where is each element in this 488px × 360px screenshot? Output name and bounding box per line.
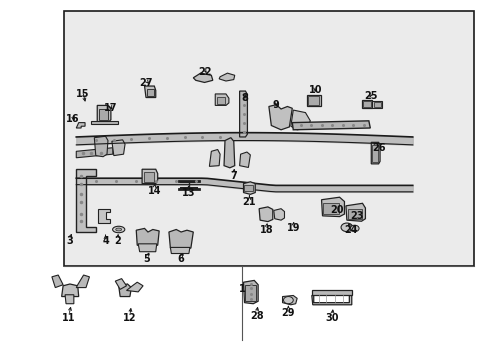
Polygon shape [311,291,351,296]
Circle shape [340,223,352,231]
Polygon shape [170,247,189,253]
Text: 11: 11 [62,313,76,323]
Polygon shape [91,121,118,125]
Polygon shape [193,73,212,82]
Polygon shape [273,209,284,220]
Polygon shape [290,110,310,130]
Polygon shape [98,209,110,223]
Text: 26: 26 [371,143,385,153]
Bar [308,96,319,105]
Polygon shape [282,296,297,305]
Polygon shape [311,296,351,305]
Polygon shape [215,94,228,105]
Text: 24: 24 [344,225,357,235]
Polygon shape [126,282,143,292]
Polygon shape [65,295,74,304]
Text: 25: 25 [364,91,377,101]
Polygon shape [345,203,365,221]
Text: 1: 1 [238,284,245,294]
Bar [245,285,256,301]
Bar [347,209,361,219]
Text: 28: 28 [249,311,263,321]
Polygon shape [142,169,158,184]
Text: 7: 7 [230,171,237,181]
Text: 20: 20 [330,206,343,216]
Polygon shape [76,169,96,232]
Polygon shape [144,86,156,98]
Polygon shape [76,148,113,158]
Text: 8: 8 [241,93,247,103]
Bar [323,203,338,214]
Polygon shape [97,105,111,123]
Polygon shape [94,136,108,157]
Polygon shape [268,105,292,130]
Text: 3: 3 [66,236,73,246]
Text: 5: 5 [143,254,150,264]
Text: 2: 2 [114,236,121,246]
Text: 4: 4 [102,236,109,246]
Polygon shape [239,91,247,137]
Bar [371,101,381,108]
Polygon shape [168,229,193,248]
Text: 30: 30 [325,313,338,323]
Polygon shape [259,207,272,222]
Polygon shape [76,123,85,128]
Text: 12: 12 [123,313,136,323]
Text: 27: 27 [139,78,152,88]
Text: 13: 13 [182,188,195,198]
Bar [147,89,154,96]
Polygon shape [115,279,126,289]
Bar [143,172,154,182]
Polygon shape [76,275,89,288]
Bar [306,95,320,106]
Polygon shape [119,284,131,297]
Polygon shape [112,140,125,156]
Text: 17: 17 [103,103,117,113]
Polygon shape [209,149,220,166]
Bar [371,145,377,162]
Polygon shape [243,182,255,194]
Bar [64,12,473,266]
Text: 22: 22 [197,67,211,77]
Bar [99,109,108,120]
Circle shape [283,297,293,304]
Polygon shape [239,152,250,167]
Polygon shape [224,138,234,168]
Text: 9: 9 [272,100,279,110]
Polygon shape [61,284,79,297]
Bar [373,102,380,107]
Ellipse shape [112,226,124,233]
Circle shape [349,225,358,231]
Text: 19: 19 [286,224,300,233]
Text: 23: 23 [349,211,363,221]
Ellipse shape [116,228,122,231]
Text: 15: 15 [76,89,89,99]
Polygon shape [243,280,258,304]
Polygon shape [321,197,344,217]
Bar [361,100,371,108]
Text: 14: 14 [147,186,161,196]
Polygon shape [138,244,157,252]
Bar [362,102,370,107]
Text: 18: 18 [259,225,273,235]
Text: 16: 16 [66,114,80,124]
Text: 29: 29 [281,308,295,318]
Text: 6: 6 [177,254,184,264]
Polygon shape [219,73,234,81]
Polygon shape [292,121,369,130]
Text: 21: 21 [242,197,256,207]
Polygon shape [52,275,63,288]
Polygon shape [370,142,379,164]
Bar [244,185,253,192]
Polygon shape [136,228,159,245]
Bar [216,97,225,104]
Text: 10: 10 [308,85,321,95]
